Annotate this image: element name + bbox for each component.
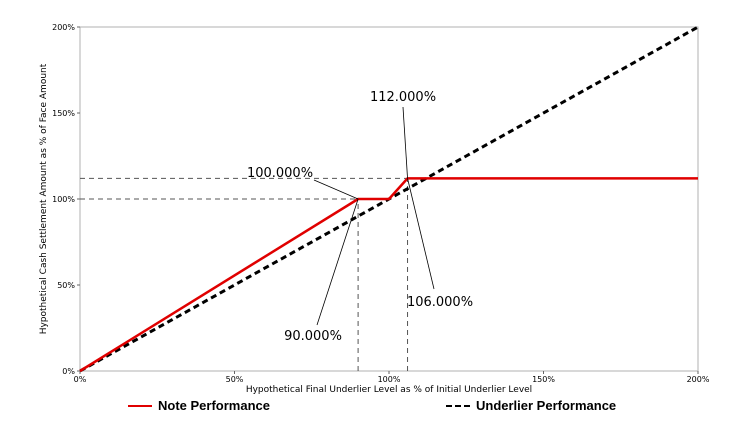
legend-label-note-performance: Note Performance [158,398,270,413]
legend-swatch-note-performance [128,404,152,407]
x-tick-label: 150% [532,375,555,384]
y-tick-label: 50% [57,281,75,290]
annotation-leader-line [316,198,359,326]
x-tick-label: 200% [687,375,710,384]
annotation-leader-line [402,106,408,179]
annotation-label: 90.000% [284,329,342,344]
y-tick-label: 200% [52,23,75,32]
annotation-label: 106.000% [407,295,473,310]
x-tick-label: 100% [378,375,401,384]
series-line-note-performance [79,177,698,373]
annotation-leader-line [313,179,359,200]
legend-label-underlier-performance: Underlier Performance [476,398,617,413]
x-tick-label: 0% [74,375,87,384]
x-tick-label: 50% [226,375,244,384]
y-axis-title: Hypothetical Cash Settlement Amount as %… [39,63,49,334]
y-tick-label: 150% [52,109,75,118]
legend-swatch-underlier-performance [446,404,470,407]
legend-item-note-performance: Note Performance [128,398,270,413]
annotation-label: 112.000% [370,90,436,105]
legend-item-underlier-performance: Underlier Performance [446,398,616,413]
x-axis-title: Hypothetical Final Underlier Level as % … [246,385,532,395]
annotation-label: 100.000% [247,166,313,181]
chart-plot: 0% 50% 100% 150% 200% 0% 50% 100% 150% 200% Hypoth… [39,23,710,395]
y-tick-label: 0% [62,367,75,376]
annotation-leader-line [407,178,435,290]
y-tick-label: 100% [52,195,75,204]
